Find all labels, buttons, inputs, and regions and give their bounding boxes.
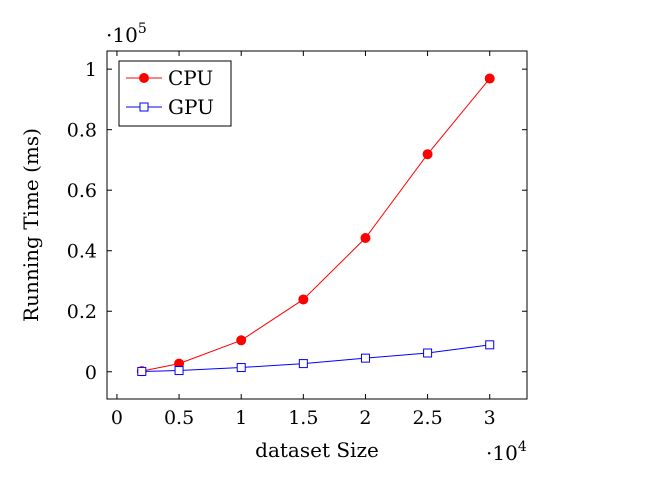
gpu-point	[298, 359, 308, 369]
y-tick-label: 0.4	[67, 241, 97, 263]
gpu-point	[137, 366, 147, 376]
cpu-point	[360, 233, 371, 244]
cpu-point	[298, 294, 309, 305]
cpu-point	[236, 335, 247, 346]
gpu-point	[360, 353, 370, 363]
x-axis-label: dataset Size	[255, 438, 379, 462]
x-scale-multiplier: ·104	[486, 439, 527, 465]
x-tick-label: 2.5	[412, 407, 442, 429]
legend-cpu-label: CPU	[168, 66, 213, 90]
x-tick-label: 2	[359, 407, 371, 429]
cpu-point	[422, 149, 433, 160]
legend-cpu-marker	[139, 73, 149, 83]
legend-gpu-label: GPU	[168, 95, 214, 119]
legend-box	[118, 60, 232, 127]
axis-tick-labels: 0 0.5 1 1.5 2 2.5 3 0 0.2 0.4 0.6 0.8 1	[67, 59, 496, 429]
x-tick-label: 1.5	[288, 407, 318, 429]
x-tick-label: 3	[484, 407, 496, 429]
gpu-point	[485, 340, 495, 350]
axis-ticks	[107, 51, 527, 399]
gpu-point	[423, 348, 433, 358]
cpu-point	[484, 73, 495, 84]
series-layer	[136, 73, 495, 377]
y-scale-multiplier: ·105	[106, 21, 147, 47]
legend: CPU GPU	[118, 60, 232, 127]
gpu-point	[236, 363, 246, 373]
legend-gpu-marker	[139, 102, 149, 112]
x-tick-label: 0.5	[164, 407, 194, 429]
y-tick-label: 0	[85, 362, 97, 384]
x-tick-label: 0	[111, 407, 123, 429]
y-tick-label: 1	[85, 59, 97, 81]
gpu-point	[174, 366, 184, 376]
plot-frame	[106, 50, 528, 400]
y-tick-label: 0.8	[67, 120, 97, 142]
x-tick-label: 1	[235, 407, 247, 429]
y-tick-label: 0.6	[67, 180, 97, 202]
y-axis-label: Running Time (ms)	[19, 128, 43, 322]
y-tick-label: 0.2	[67, 301, 97, 323]
